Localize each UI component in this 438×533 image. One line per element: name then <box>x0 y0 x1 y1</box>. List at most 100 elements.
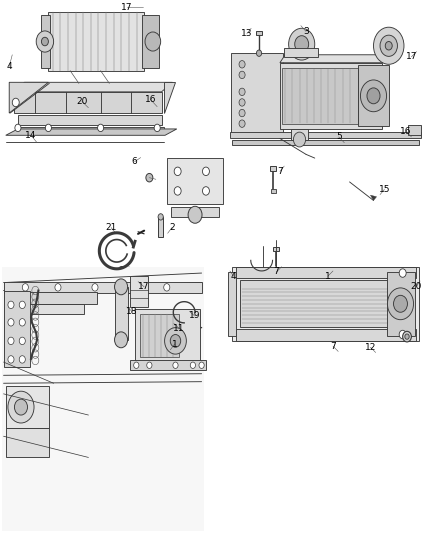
Circle shape <box>380 35 397 56</box>
Text: 4: 4 <box>231 272 237 281</box>
Bar <box>272 247 279 251</box>
Circle shape <box>55 284 61 291</box>
Text: 12: 12 <box>365 343 376 352</box>
Text: 13: 13 <box>241 29 253 38</box>
Text: 20: 20 <box>410 282 422 292</box>
Bar <box>230 132 421 139</box>
Bar <box>48 12 144 71</box>
Circle shape <box>147 362 152 368</box>
Bar <box>41 15 50 68</box>
Bar <box>2 266 204 530</box>
Bar <box>284 48 318 58</box>
Circle shape <box>170 335 181 347</box>
Circle shape <box>403 332 411 342</box>
Bar <box>23 304 84 314</box>
Circle shape <box>385 42 392 50</box>
Circle shape <box>46 124 51 132</box>
Circle shape <box>19 337 25 344</box>
Polygon shape <box>164 82 175 113</box>
Circle shape <box>199 362 204 368</box>
Circle shape <box>19 301 25 309</box>
Bar <box>4 290 30 367</box>
Circle shape <box>115 279 127 295</box>
Circle shape <box>14 399 28 415</box>
Bar <box>130 276 148 307</box>
Bar <box>171 207 219 217</box>
Circle shape <box>188 206 202 223</box>
Text: 16: 16 <box>400 126 412 135</box>
Bar <box>291 129 308 140</box>
Circle shape <box>36 31 53 52</box>
Circle shape <box>256 50 261 56</box>
Bar <box>14 92 162 113</box>
Circle shape <box>146 173 153 182</box>
Circle shape <box>388 288 413 320</box>
Circle shape <box>15 124 21 132</box>
Bar <box>142 15 159 68</box>
Circle shape <box>145 32 161 51</box>
Circle shape <box>239 109 245 117</box>
Circle shape <box>8 337 14 344</box>
Circle shape <box>126 267 132 274</box>
Circle shape <box>405 334 409 340</box>
Circle shape <box>42 37 48 46</box>
Text: 7: 7 <box>274 268 279 277</box>
Text: 2: 2 <box>169 223 175 232</box>
Circle shape <box>92 284 98 291</box>
Text: 17: 17 <box>406 52 417 61</box>
Circle shape <box>164 284 170 291</box>
Circle shape <box>134 362 139 368</box>
Circle shape <box>154 124 160 132</box>
Polygon shape <box>9 82 48 113</box>
Text: 6: 6 <box>132 157 138 166</box>
Bar <box>228 272 237 336</box>
Text: 5: 5 <box>336 132 342 141</box>
Bar <box>256 31 261 35</box>
Bar <box>240 280 392 327</box>
Circle shape <box>131 284 137 291</box>
Circle shape <box>360 80 387 112</box>
Bar <box>231 53 283 135</box>
Circle shape <box>115 332 127 348</box>
Circle shape <box>19 356 25 363</box>
Bar <box>282 68 358 124</box>
Circle shape <box>12 98 19 107</box>
Text: 17: 17 <box>121 3 132 12</box>
Text: 4: 4 <box>7 62 12 71</box>
Bar <box>408 125 421 135</box>
Text: 15: 15 <box>378 185 390 194</box>
Polygon shape <box>371 195 377 200</box>
Polygon shape <box>6 129 177 135</box>
Circle shape <box>367 88 380 104</box>
Bar <box>14 292 97 304</box>
Circle shape <box>289 28 315 60</box>
Circle shape <box>202 167 209 175</box>
Text: 11: 11 <box>173 324 185 333</box>
Bar <box>387 272 415 336</box>
Circle shape <box>117 266 126 277</box>
Bar <box>158 217 163 237</box>
Bar <box>18 115 162 125</box>
Text: 7: 7 <box>277 167 283 176</box>
Text: 1: 1 <box>172 340 177 349</box>
Text: 14: 14 <box>25 131 37 140</box>
Bar <box>167 158 223 204</box>
Bar <box>4 281 201 293</box>
Circle shape <box>8 301 14 309</box>
Circle shape <box>239 99 245 106</box>
Bar <box>236 329 416 341</box>
Bar <box>152 323 154 327</box>
Circle shape <box>158 214 163 220</box>
Circle shape <box>399 269 406 277</box>
Circle shape <box>295 36 309 53</box>
Bar <box>358 66 389 126</box>
Polygon shape <box>14 82 173 92</box>
Text: 18: 18 <box>126 306 138 316</box>
Circle shape <box>8 391 34 423</box>
Bar <box>16 127 164 133</box>
Circle shape <box>202 187 209 195</box>
Circle shape <box>173 362 178 368</box>
Circle shape <box>239 61 245 68</box>
Bar <box>115 287 127 340</box>
Bar <box>6 386 49 429</box>
